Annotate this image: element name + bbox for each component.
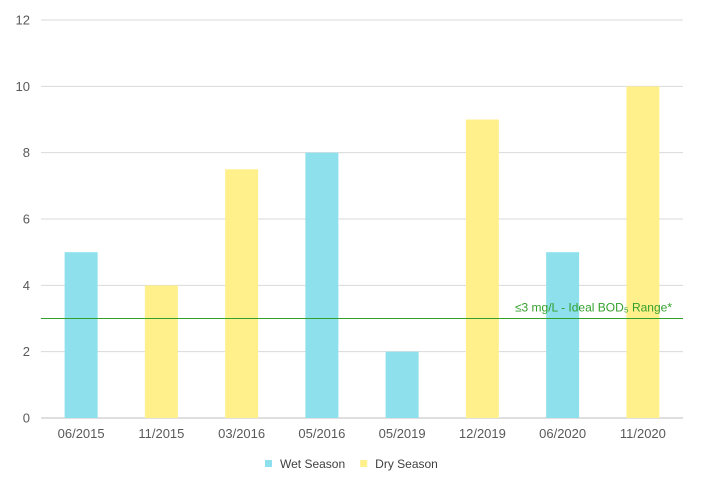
x-tick-label: 05/2016 [298,426,345,441]
bars [64,86,660,418]
y-tick-label: 2 [23,344,30,359]
x-tick-label: 03/2016 [218,426,265,441]
bar-11-2015 [144,285,178,418]
y-tick-label: 0 [23,411,30,426]
bar-05-2019 [385,351,419,418]
y-tick-label: 12 [16,13,30,28]
y-tick-label: 4 [23,278,30,293]
bar-06-2020 [546,252,580,418]
x-tick-label: 06/2020 [539,426,586,441]
y-tick-label: 10 [16,79,30,94]
y-tick-label: 6 [23,212,30,227]
bar-06-2015 [64,252,98,418]
x-axis: 06/2015 11/2015 03/2016 05/2016 05/2019 12/20… [58,426,666,441]
bar-11-2020 [626,86,660,418]
x-tick-label: 11/2020 [620,426,666,441]
legend-swatch [265,460,272,467]
x-tick-label: 12/2019 [459,426,506,441]
bar-03-2016 [225,169,259,418]
x-tick-label: 06/2015 [58,426,105,441]
x-tick-label: 11/2015 [138,426,184,441]
bar-05-2016 [305,152,339,418]
legend-label: Dry Season [375,457,438,471]
gridlines [41,19,683,419]
legend: Wet Season Dry Season [265,457,438,471]
reference-line-group: ≤3 mg/L - Ideal BOD₅ Range* [41,301,683,319]
y-axis-tick-labels: 0 2 4 6 8 10 12 [16,13,30,426]
y-tick-label: 8 [23,145,30,160]
legend-swatch [360,460,368,467]
reference-line-label: ≤3 mg/L - Ideal BOD₅ Range* [515,301,672,315]
bar-12-2019 [465,119,499,418]
legend-label: Wet Season [280,457,345,471]
x-tick-label: 05/2019 [379,426,426,441]
